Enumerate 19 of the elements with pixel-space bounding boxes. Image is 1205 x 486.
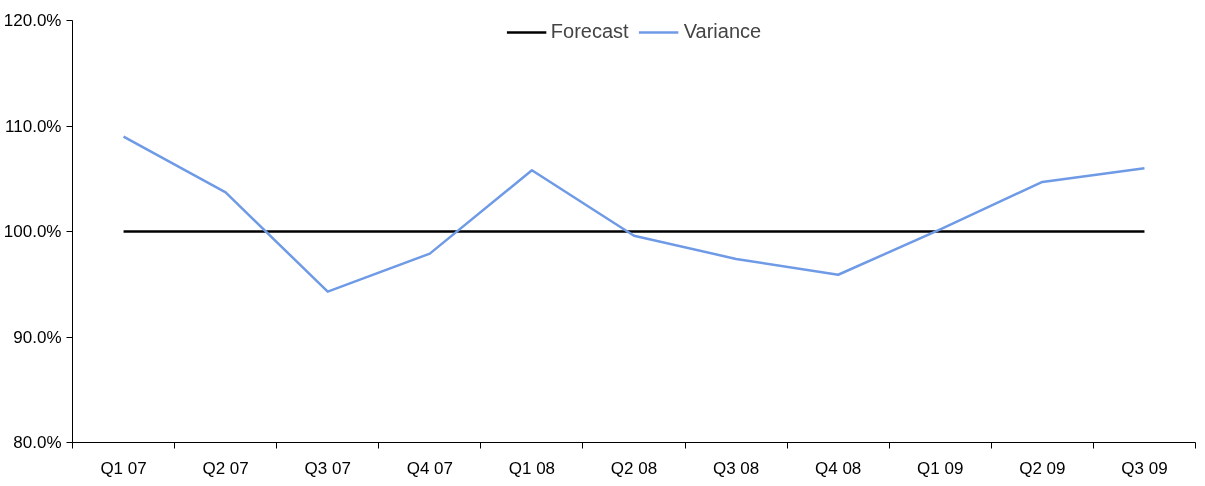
y-tick-label: 110.0% xyxy=(5,116,62,136)
x-tick-label: Q3 08 xyxy=(712,458,760,478)
x-tick-label: Q4 07 xyxy=(406,458,453,478)
y-tick-label: 120.0% xyxy=(3,11,62,30)
y-tick-label: 80.0% xyxy=(13,433,62,452)
y-tick-label: 90.0% xyxy=(13,327,62,347)
y-tick-label: 100.0% xyxy=(3,222,62,241)
x-tick-label: Q2 07 xyxy=(202,458,249,478)
line-series xyxy=(122,135,1146,293)
x-tick-label: Q1 08 xyxy=(508,458,556,478)
x-tick-label: Q3 07 xyxy=(304,458,351,478)
x-tick-label: Q1 07 xyxy=(100,458,147,478)
x-tick-label: Q3 09 xyxy=(1121,458,1168,478)
x-tick-label: Q1 09 xyxy=(917,458,964,478)
x-tick-label: Q2 09 xyxy=(1019,458,1066,478)
legend-label: Forecast xyxy=(550,20,629,43)
x-tick-label: Q4 08 xyxy=(815,458,862,478)
legend-label: Variance xyxy=(683,20,762,43)
x-tick-label: Q2 08 xyxy=(610,458,658,478)
